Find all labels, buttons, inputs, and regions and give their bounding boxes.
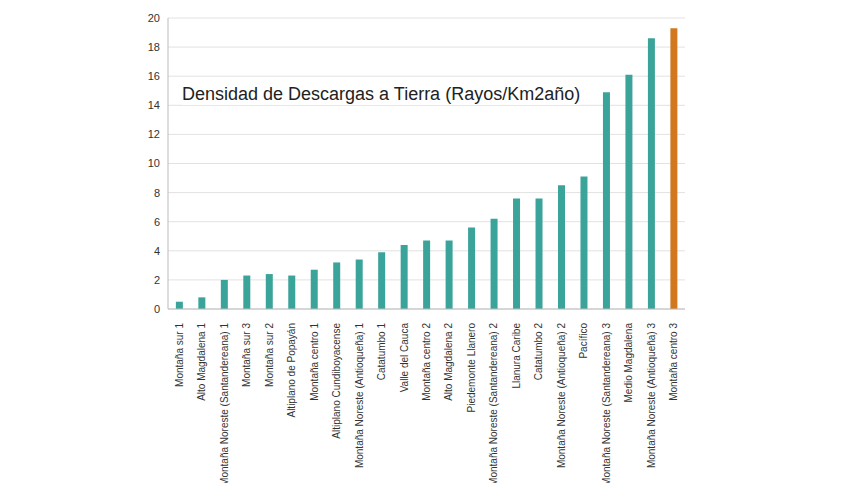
svg-text:Montaña centro 2: Montaña centro 2 [421, 323, 432, 401]
svg-text:20: 20 [148, 12, 160, 24]
svg-text:Montaña Noreste (Antioqueña) 3: Montaña Noreste (Antioqueña) 3 [646, 323, 657, 469]
svg-text:Montaña centro 3: Montaña centro 3 [668, 323, 679, 401]
svg-text:Montaña Noreste (Santandereana: Montaña Noreste (Santandereana) 1 [219, 323, 230, 483]
svg-text:Montaña Noreste (Santandereana: Montaña Noreste (Santandereana) 3 [601, 323, 612, 483]
svg-text:Valle del Cauca: Valle del Cauca [399, 323, 410, 393]
svg-text:16: 16 [148, 70, 160, 82]
svg-text:14: 14 [148, 99, 160, 111]
svg-text:18: 18 [148, 41, 160, 53]
svg-text:Montaña centro 1: Montaña centro 1 [309, 323, 320, 401]
svg-text:2: 2 [154, 274, 160, 286]
svg-text:Catatumbo 2: Catatumbo 2 [533, 323, 544, 381]
svg-text:Montaña sur 3: Montaña sur 3 [241, 323, 252, 387]
svg-text:Medio Magdalena: Medio Magdalena [623, 323, 634, 403]
svg-text:Catatumbo 1: Catatumbo 1 [376, 323, 387, 381]
svg-text:Montaña Noreste (Antioqueña) 2: Montaña Noreste (Antioqueña) 2 [556, 323, 567, 469]
svg-text:Montaña sur 1: Montaña sur 1 [174, 323, 185, 387]
html-text:Densidad de Descargas a Tierra: Densidad de Descargas a Tierra (Rayos/Km… [182, 84, 581, 104]
svg-text:8: 8 [154, 187, 160, 199]
svg-text:4: 4 [154, 245, 160, 257]
svg-text:Montaña Noreste (Antioqueña) 1: Montaña Noreste (Antioqueña) 1 [354, 323, 365, 469]
svg-text:6: 6 [154, 216, 160, 228]
svg-text:Piedemonte Llanero: Piedemonte Llanero [466, 323, 477, 413]
svg-text:12: 12 [148, 128, 160, 140]
svg-text:10: 10 [148, 157, 160, 169]
svg-text:Altiplano de Popayán: Altiplano de Popayán [286, 323, 297, 418]
svg-text:Llanura Caribe: Llanura Caribe [511, 323, 522, 389]
svg-text:Alto Magdalena 2: Alto Magdalena 2 [443, 323, 454, 401]
svg-text:Montaña sur 2: Montaña sur 2 [264, 323, 275, 387]
svg-text:Pacífico: Pacífico [578, 323, 589, 359]
svg-text:Montaña Noreste (Santandereana: Montaña Noreste (Santandereana) 2 [488, 323, 499, 483]
svg-text:0: 0 [154, 303, 160, 315]
svg-text:Altiplano Cundiboyacense: Altiplano Cundiboyacense [331, 323, 342, 439]
svg-text:Alto Magdalena 1: Alto Magdalena 1 [196, 323, 207, 401]
